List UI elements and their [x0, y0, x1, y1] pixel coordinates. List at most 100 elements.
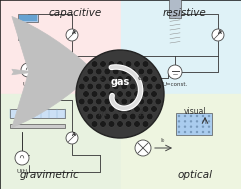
Circle shape: [142, 61, 149, 67]
Circle shape: [184, 115, 186, 117]
Circle shape: [178, 120, 180, 122]
Text: σ: σ: [138, 73, 145, 81]
Circle shape: [91, 61, 98, 67]
Circle shape: [87, 113, 94, 120]
Circle shape: [113, 83, 119, 90]
Circle shape: [208, 115, 210, 117]
Circle shape: [87, 68, 94, 75]
Circle shape: [142, 76, 149, 82]
Circle shape: [147, 98, 153, 105]
Text: ε: ε: [99, 73, 104, 81]
Circle shape: [121, 113, 127, 120]
Circle shape: [104, 98, 110, 105]
Circle shape: [134, 61, 140, 67]
Circle shape: [113, 98, 119, 105]
Circle shape: [95, 68, 102, 75]
Circle shape: [134, 121, 140, 127]
Circle shape: [147, 68, 153, 75]
Circle shape: [79, 83, 85, 90]
Circle shape: [113, 113, 119, 120]
Circle shape: [134, 76, 140, 82]
Circle shape: [142, 121, 149, 127]
Circle shape: [117, 121, 123, 127]
Circle shape: [190, 115, 192, 117]
Circle shape: [202, 115, 204, 117]
Circle shape: [196, 125, 198, 128]
Text: A: A: [218, 29, 222, 35]
Text: I: I: [204, 120, 206, 125]
Circle shape: [117, 106, 123, 112]
Circle shape: [190, 125, 192, 128]
Circle shape: [202, 120, 204, 122]
Bar: [121, 0, 241, 94]
Circle shape: [151, 76, 157, 82]
Circle shape: [83, 91, 89, 97]
Circle shape: [202, 125, 204, 128]
Circle shape: [91, 76, 98, 82]
Bar: [169, 0, 181, 18]
Circle shape: [208, 120, 210, 122]
Text: gas: gas: [110, 77, 130, 87]
Circle shape: [138, 98, 144, 105]
Circle shape: [100, 91, 106, 97]
Circle shape: [104, 113, 110, 120]
Circle shape: [108, 91, 115, 97]
Circle shape: [178, 125, 180, 128]
Circle shape: [121, 68, 127, 75]
Circle shape: [130, 83, 136, 90]
Circle shape: [130, 98, 136, 105]
Text: U(t): U(t): [16, 169, 28, 174]
Bar: [19, 15, 37, 21]
Bar: [10, 124, 65, 128]
Bar: [18, 32, 38, 40]
Circle shape: [196, 120, 198, 122]
Circle shape: [79, 98, 85, 105]
Circle shape: [138, 83, 144, 90]
Circle shape: [95, 113, 102, 120]
Circle shape: [142, 106, 149, 112]
Circle shape: [83, 106, 89, 112]
Circle shape: [83, 76, 89, 82]
Circle shape: [100, 121, 106, 127]
Circle shape: [138, 68, 144, 75]
Bar: [0, 0, 120, 94]
Circle shape: [190, 131, 192, 133]
Circle shape: [196, 131, 198, 133]
Text: capacitive: capacitive: [48, 8, 102, 18]
Text: A: A: [72, 132, 76, 138]
Circle shape: [135, 140, 151, 156]
Text: visual: visual: [184, 107, 206, 116]
Circle shape: [178, 131, 180, 133]
Circle shape: [100, 106, 106, 112]
Circle shape: [151, 106, 157, 112]
Circle shape: [66, 29, 78, 41]
Bar: [176, 113, 212, 135]
Circle shape: [151, 91, 157, 97]
Text: U(t): U(t): [22, 82, 34, 87]
Circle shape: [155, 83, 161, 90]
Circle shape: [184, 125, 186, 128]
Bar: [18, 14, 38, 22]
Circle shape: [87, 83, 94, 90]
Circle shape: [147, 113, 153, 120]
Text: U=const.: U=const.: [162, 82, 188, 87]
Circle shape: [108, 121, 115, 127]
Circle shape: [100, 61, 106, 67]
Circle shape: [108, 106, 115, 112]
Circle shape: [15, 151, 29, 165]
Circle shape: [21, 63, 35, 77]
Circle shape: [147, 83, 153, 90]
Circle shape: [66, 132, 78, 144]
Circle shape: [121, 98, 127, 105]
Circle shape: [125, 121, 132, 127]
Circle shape: [121, 83, 127, 90]
Circle shape: [91, 121, 98, 127]
Circle shape: [184, 120, 186, 122]
Text: resistive: resistive: [163, 8, 207, 18]
Circle shape: [130, 113, 136, 120]
Circle shape: [95, 98, 102, 105]
Circle shape: [100, 76, 106, 82]
Text: A: A: [72, 29, 76, 35]
Circle shape: [202, 131, 204, 133]
Text: optical: optical: [178, 170, 213, 180]
